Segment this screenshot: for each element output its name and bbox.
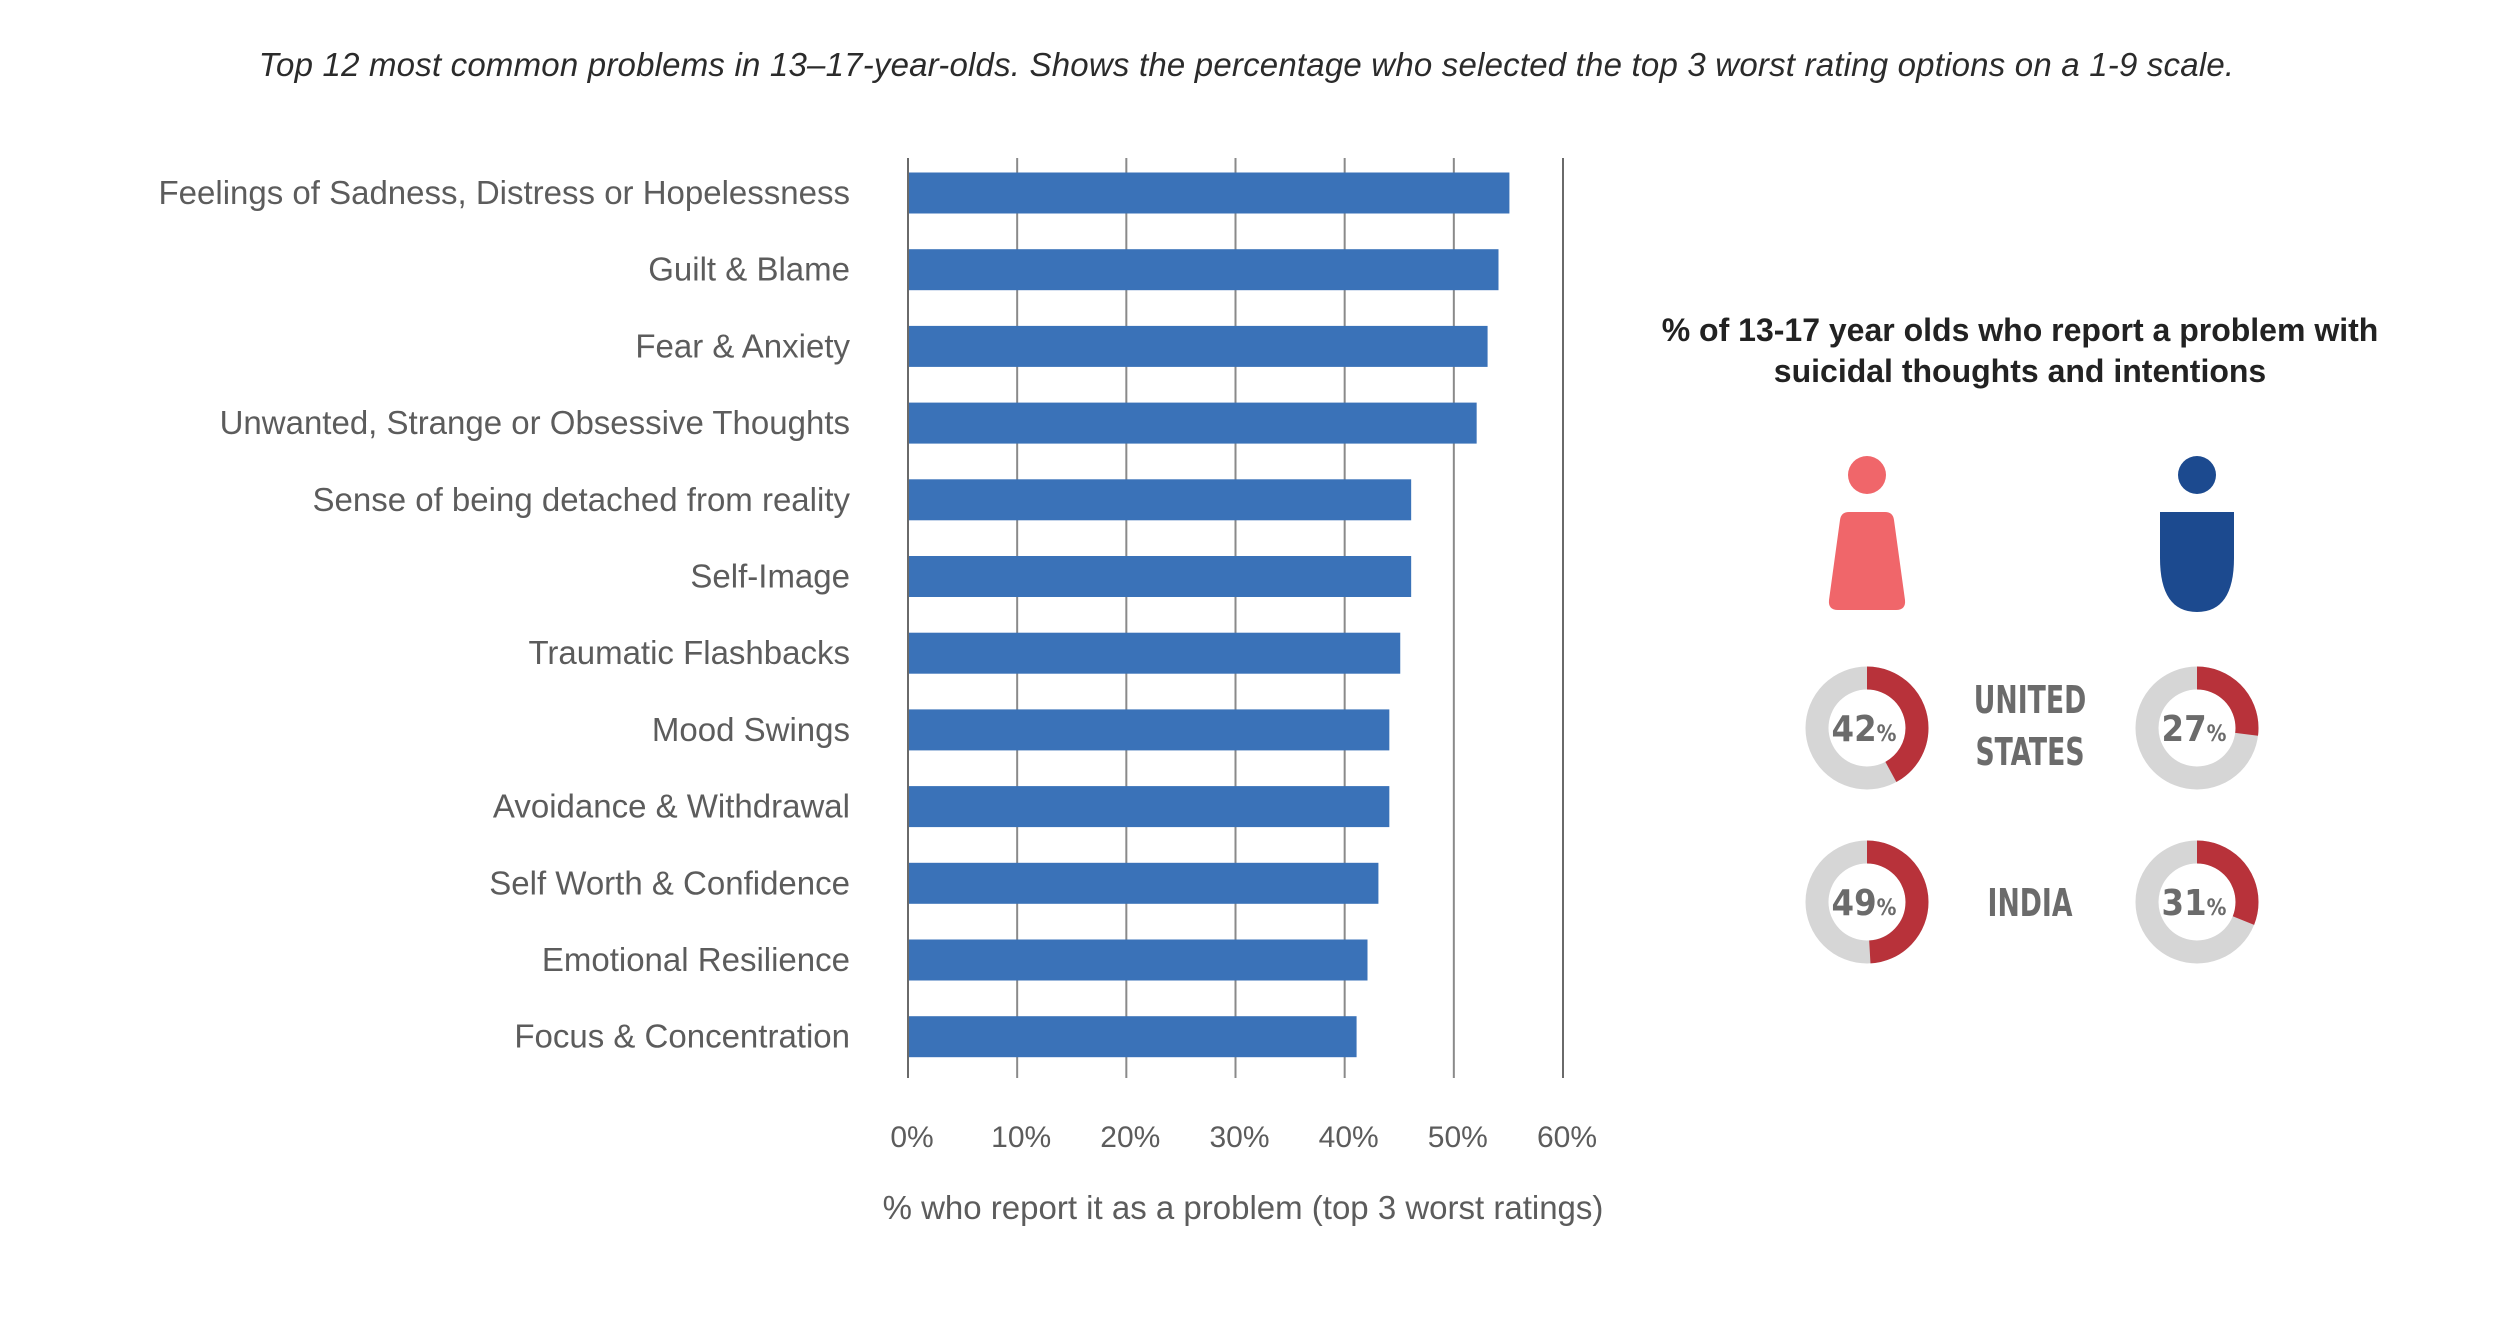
donut-us-female: 42% <box>1805 666 1929 790</box>
donut-value: 49% <box>1832 883 1897 924</box>
bar <box>909 1016 1357 1058</box>
category-label: Emotional Resilience <box>542 941 850 978</box>
x-tick-label: 60% <box>1537 1121 1597 1154</box>
bar <box>909 709 1390 751</box>
category-label: Mood Swings <box>652 711 850 748</box>
bar <box>909 632 1401 674</box>
donut-india-male: 31% <box>2135 840 2259 964</box>
bar <box>909 556 1412 597</box>
x-tick-label: 40% <box>1319 1121 1379 1154</box>
x-axis-title: % who report it as a problem (top 3 wors… <box>883 1189 1604 1226</box>
category-label: Self-Image <box>690 558 850 595</box>
category-label: Guilt & Blame <box>648 251 850 288</box>
donut-arc <box>1805 840 1929 964</box>
donut-arc <box>1805 666 1929 790</box>
country-label-india: INDIA <box>1987 881 2073 925</box>
bar <box>909 249 1499 291</box>
x-tick-label: 0% <box>890 1121 933 1154</box>
x-tick-label: 50% <box>1428 1121 1488 1154</box>
donut-india-female: 49% <box>1805 840 1929 964</box>
country-label-us: UNITED STATES <box>1973 678 2087 774</box>
x-tick-label: 20% <box>1100 1121 1160 1154</box>
person-head <box>1848 456 1886 494</box>
category-label: Traumatic Flashbacks <box>528 634 850 671</box>
donut-value: 42% <box>1832 709 1897 750</box>
donut-arc <box>2135 840 2259 964</box>
person-body <box>2160 512 2234 612</box>
category-label: Focus & Concentration <box>514 1018 850 1055</box>
category-label: Self Worth & Confidence <box>489 864 850 901</box>
category-label: Fear & Anxiety <box>635 327 850 364</box>
person-body <box>1828 512 1906 610</box>
category-label: Sense of being detached from reality <box>313 481 851 518</box>
bar <box>909 172 1510 214</box>
chart-caption: Top 12 most common problems in 13–17-yea… <box>258 46 2235 83</box>
donut-arc <box>2135 666 2259 790</box>
x-tick-label: 30% <box>1209 1121 1269 1154</box>
bar <box>909 479 1412 521</box>
x-tick-label: 10% <box>991 1121 1051 1154</box>
person-head <box>2178 456 2216 494</box>
suicidal-panel-title: % of 13-17 year olds who report a proble… <box>1661 312 2379 389</box>
donut-value: 31% <box>2162 883 2227 924</box>
bar <box>909 939 1368 981</box>
category-label: Unwanted, Strange or Obsessive Thoughts <box>220 404 850 441</box>
donut-us-male: 27% <box>2135 666 2259 790</box>
bar <box>909 402 1477 444</box>
bar <box>909 786 1390 828</box>
donut-value: 27% <box>2162 709 2227 750</box>
category-label: Avoidance & Withdrawal <box>493 788 850 825</box>
bar <box>909 325 1488 367</box>
bar <box>909 862 1379 904</box>
male-icon <box>2160 456 2234 612</box>
female-icon <box>1828 456 1906 610</box>
category-label: Feelings of Sadness, Distress or Hopeles… <box>159 174 851 211</box>
